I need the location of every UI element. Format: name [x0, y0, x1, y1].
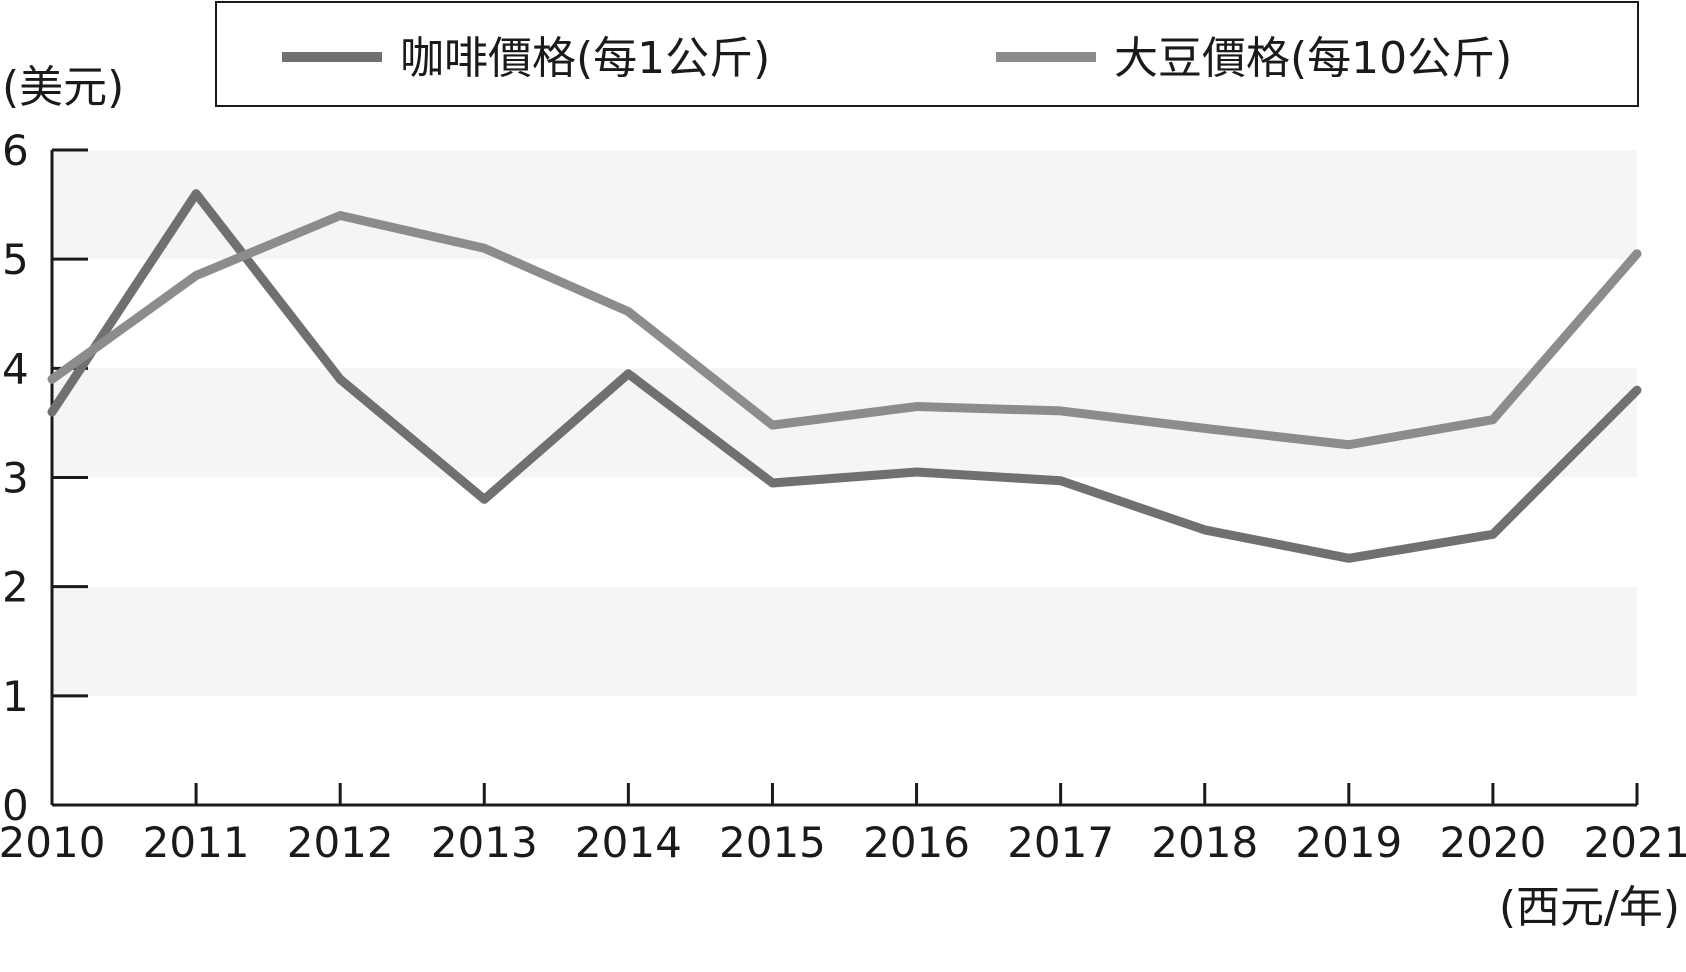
x-axis-title: (西元/年) — [1499, 882, 1680, 933]
x-tick-label: 2013 — [431, 818, 538, 867]
y-tick-label: 0 — [2, 781, 29, 830]
legend: 咖啡價格(每1公斤) 大豆價格(每10公斤) — [215, 1, 1639, 107]
x-tick-label: 2010 — [0, 818, 105, 867]
x-tick-label: 2020 — [1439, 818, 1546, 867]
grid-band — [52, 586, 1637, 696]
x-tick-label: 2016 — [863, 818, 970, 867]
tick-labels: 0 1 2 3 4 5 6 2010 2011 2012 2013 2014 2015 2016 2017 2… — [0, 126, 1686, 867]
axes — [50, 148, 1639, 807]
legend-box — [215, 1, 1639, 107]
x-tick-label: 2012 — [287, 818, 394, 867]
grid-bands — [52, 150, 1637, 696]
y-axis-title: (美元) — [2, 62, 124, 113]
y-tick-label: 4 — [2, 344, 29, 393]
x-tick-label: 2011 — [143, 818, 250, 867]
y-tick-label: 5 — [2, 235, 29, 284]
grid-band — [52, 368, 1637, 478]
x-tick-label: 2017 — [1007, 818, 1114, 867]
grid-band — [52, 150, 1637, 260]
y-tick-label: 2 — [2, 563, 29, 612]
y-tick-label: 6 — [2, 126, 29, 175]
series-line-1 — [47, 211, 1642, 450]
y-tick-label: 1 — [2, 672, 29, 721]
x-tick-label: 2015 — [719, 818, 826, 867]
x-tick-label: 2021 — [1584, 818, 1686, 867]
y-tick-label: 3 — [2, 454, 29, 503]
legend-label-soybean: 大豆價格(每10公斤) — [1114, 33, 1512, 84]
x-tick-label: 2018 — [1151, 818, 1258, 867]
series-lines — [47, 189, 1642, 563]
series-line-0 — [47, 189, 1642, 563]
legend-label-coffee: 咖啡價格(每1公斤) — [400, 33, 770, 84]
x-tick-label: 2014 — [575, 818, 682, 867]
x-tick-label: 2019 — [1295, 818, 1402, 867]
